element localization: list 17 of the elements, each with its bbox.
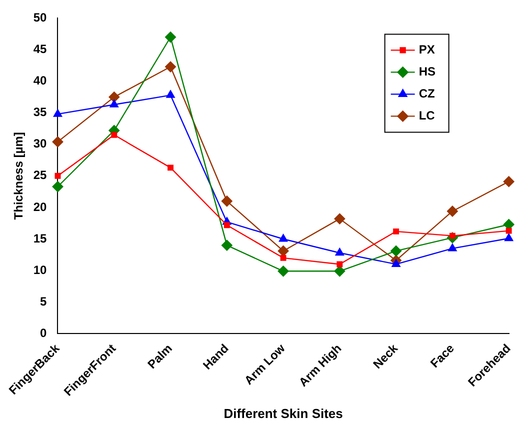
- legend-label: CZ: [418, 86, 435, 101]
- y-tick-label: 25: [33, 168, 48, 182]
- y-tick-label: 35: [33, 105, 48, 120]
- legend-label: LC: [418, 108, 436, 123]
- y-tick-label: 15: [33, 231, 48, 246]
- y-tick-label: 50: [33, 10, 48, 25]
- y-tick-label: 30: [33, 136, 48, 151]
- x-axis-title: Different Skin Sites: [224, 406, 343, 421]
- y-tick-label: 20: [33, 200, 48, 214]
- legend-label: HS: [418, 64, 436, 79]
- y-tick-label: 0: [40, 326, 48, 340]
- y-tick-label: 5: [40, 294, 48, 308]
- y-tick-label: 40: [33, 74, 48, 88]
- y-tick-label: 10: [33, 262, 48, 277]
- legend-label: PX: [418, 42, 435, 57]
- y-tick-label: 45: [33, 42, 48, 56]
- y-axis-title: Thickness [µm]: [12, 132, 26, 220]
